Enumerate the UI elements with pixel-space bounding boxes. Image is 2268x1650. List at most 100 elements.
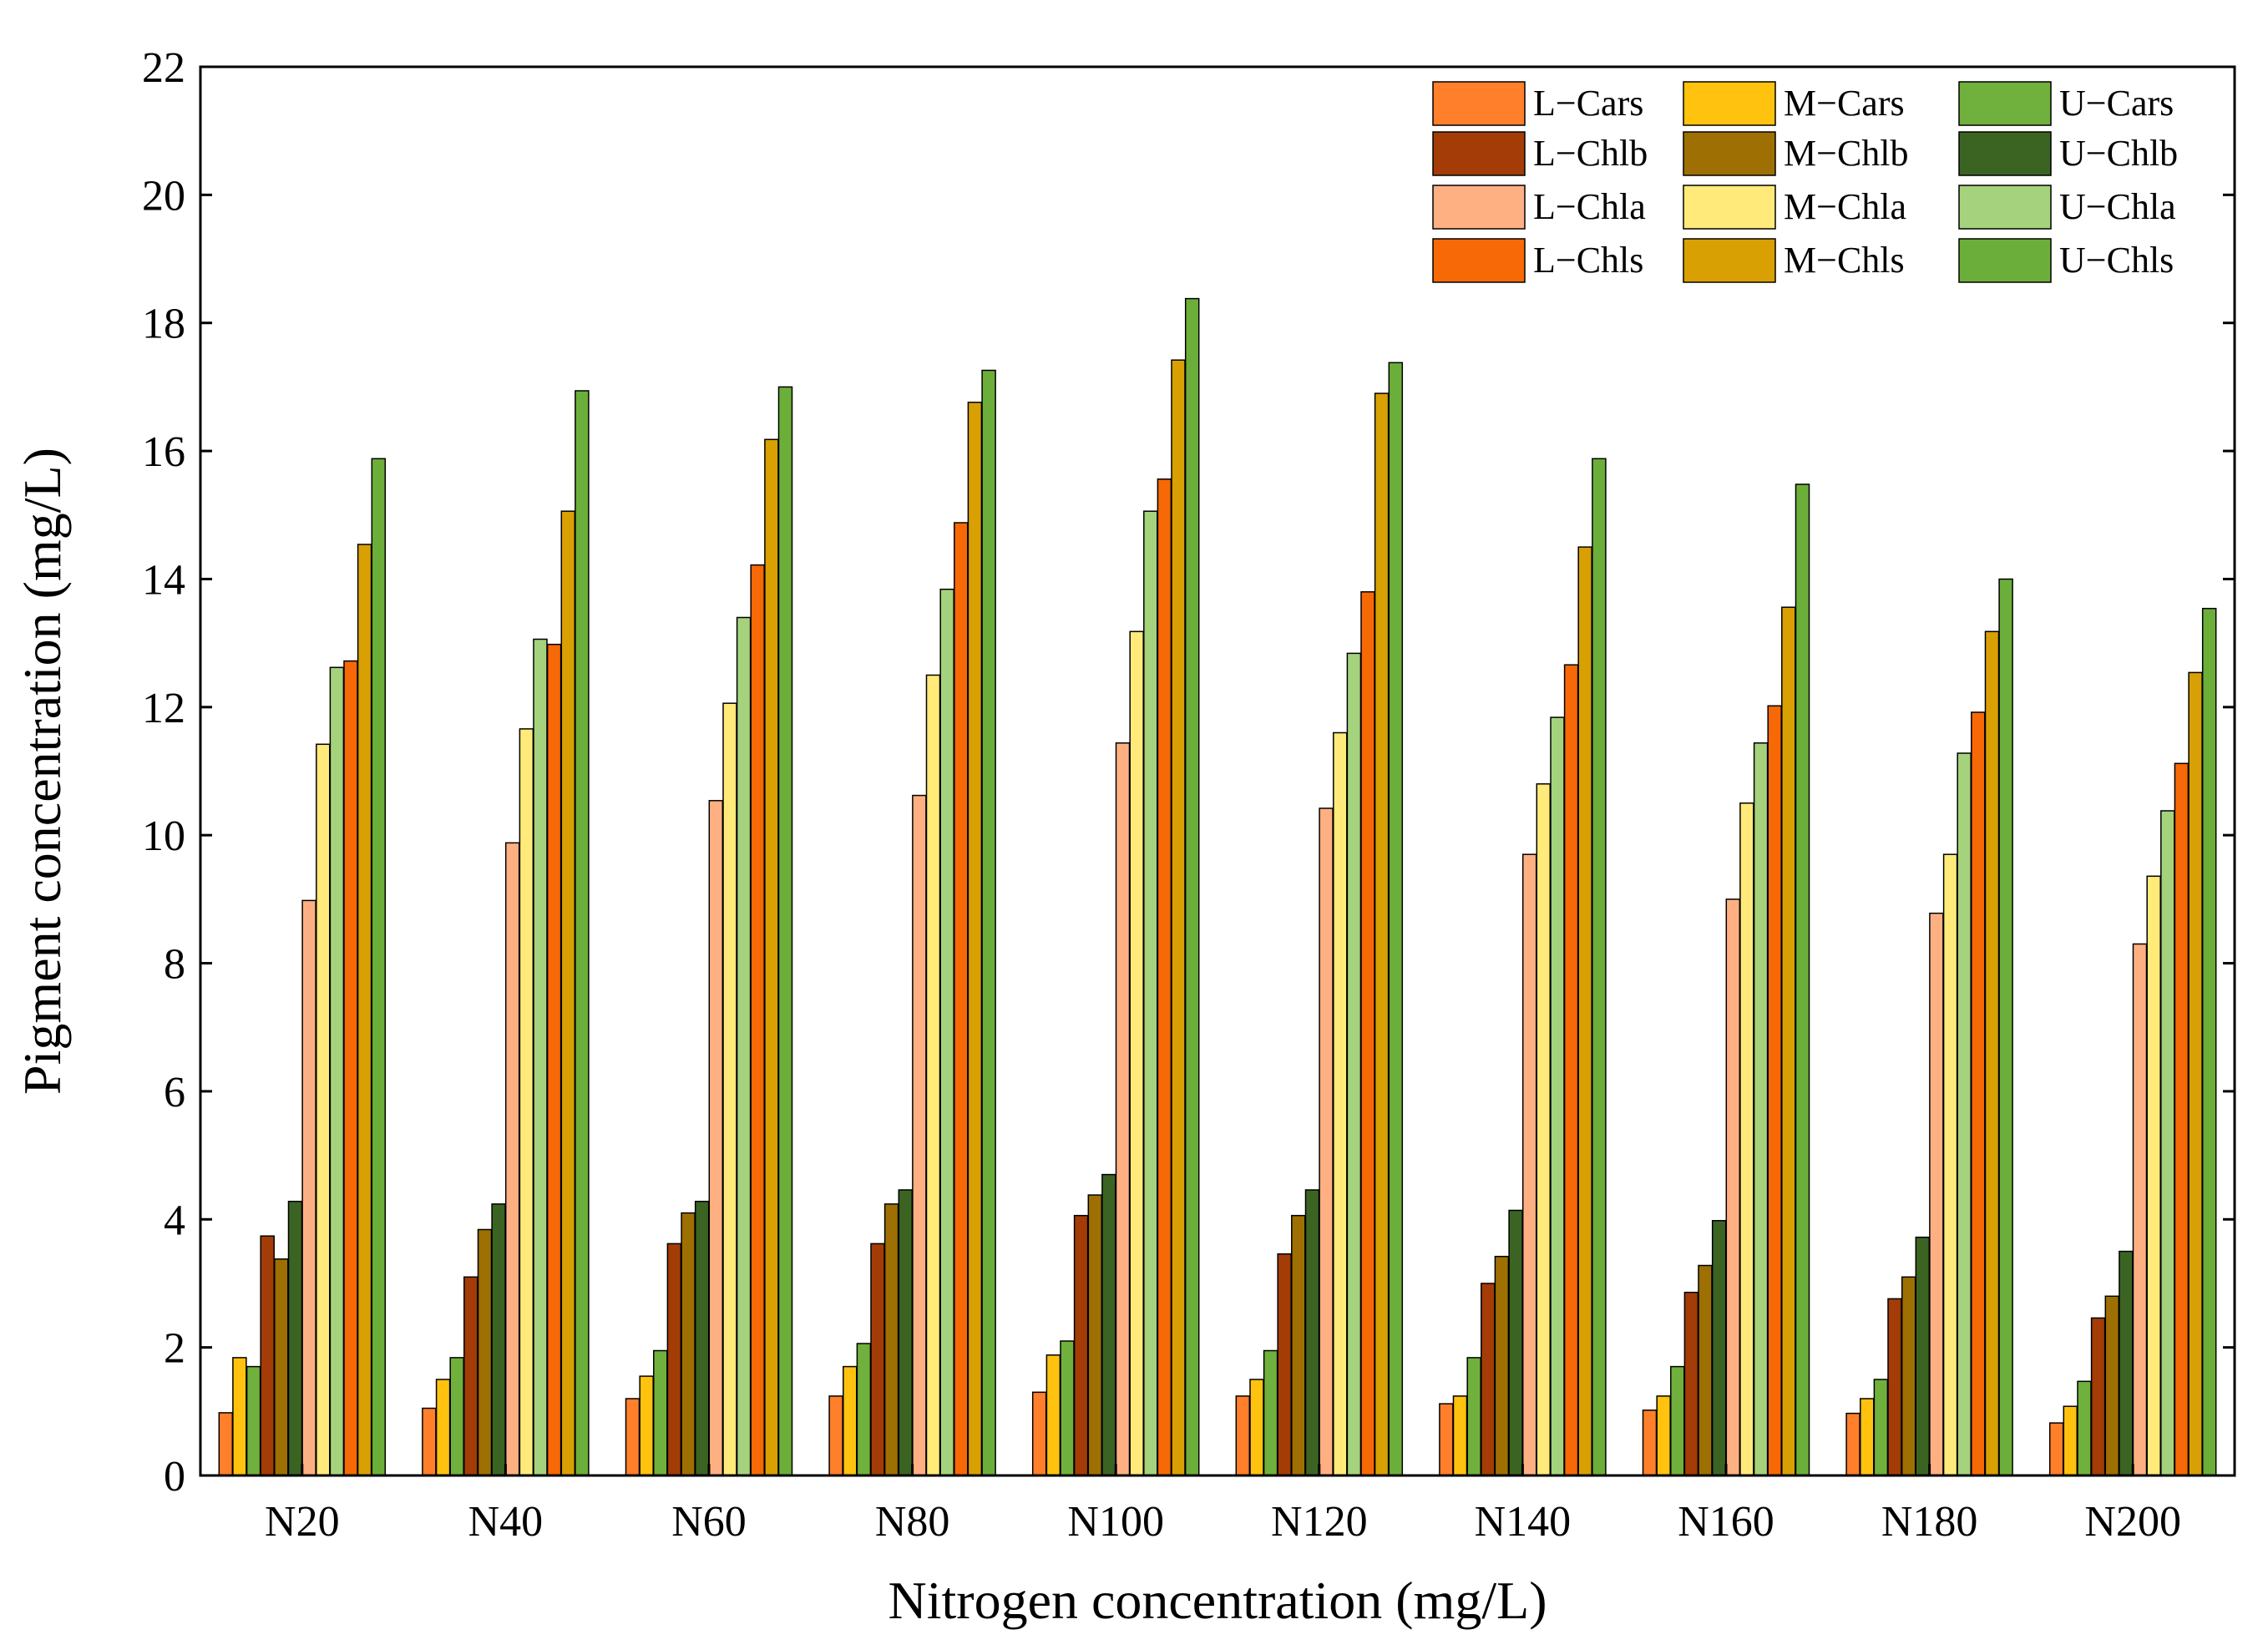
bar-n160-m-chla <box>1739 802 1754 1476</box>
legend-swatch-u-chla <box>1958 185 2052 230</box>
bar-n180-l-chlb <box>1887 1298 1902 1476</box>
bar-n80-l-chla <box>912 794 927 1476</box>
bar-n200-m-chla <box>2146 875 2161 1476</box>
bar-n200-l-chlb <box>2090 1317 2106 1476</box>
bar-n200-u-chls <box>2201 607 2217 1476</box>
x-tick-label: N140 <box>1475 1498 1572 1546</box>
bar-n40-u-chls <box>575 390 590 1476</box>
y-tick-label: 8 <box>164 941 185 989</box>
bar-n80-l-chls <box>954 522 969 1476</box>
y-tick-label: 10 <box>142 812 185 860</box>
bar-n180-l-chls <box>1971 711 1986 1476</box>
plot-frame <box>199 65 2236 1477</box>
bar-n100-l-chla <box>1115 742 1131 1476</box>
y-tick-label: 14 <box>142 556 185 604</box>
bar-n60-u-cars <box>653 1349 668 1476</box>
legend-swatch-m-chla <box>1683 185 1776 230</box>
bar-n120-u-chla <box>1346 652 1362 1476</box>
bar-n40-m-chls <box>560 510 576 1476</box>
x-tick-label: N100 <box>1067 1498 1164 1546</box>
legend-swatch-m-cars <box>1683 81 1776 126</box>
bar-n140-m-chla <box>1536 783 1552 1476</box>
legend-swatch-m-chlb <box>1683 131 1776 176</box>
x-tick-label: N40 <box>468 1498 544 1546</box>
bar-n100-u-cars <box>1060 1340 1075 1476</box>
bar-n160-l-chla <box>1725 898 1741 1476</box>
bar-n20-m-chlb <box>274 1258 289 1476</box>
bar-n80-m-cars <box>843 1365 858 1476</box>
legend-label-u-chlb: U−Chlb <box>2059 133 2178 174</box>
bar-n20-u-chlb <box>287 1201 303 1476</box>
bar-n180-u-cars <box>1873 1379 1889 1476</box>
bar-n60-m-chla <box>722 702 737 1476</box>
x-tick-label: N20 <box>265 1498 340 1546</box>
x-axis-title: Nitrogen concentration (mg/L) <box>888 1571 1547 1630</box>
bar-n100-u-chlb <box>1101 1173 1116 1476</box>
bar-n160-u-chla <box>1753 742 1769 1476</box>
bar-n40-u-chlb <box>491 1203 506 1476</box>
bar-n180-m-cars <box>1860 1398 1875 1476</box>
bar-n140-u-chlb <box>1508 1209 1523 1476</box>
bar-n180-l-cars <box>1845 1412 1860 1476</box>
legend-swatch-l-chls <box>1432 238 1526 283</box>
bar-n80-l-cars <box>828 1395 843 1476</box>
bar-n40-l-chls <box>546 643 562 1476</box>
bar-n120-l-chla <box>1319 807 1334 1476</box>
bar-n20-l-chlb <box>260 1235 275 1476</box>
bar-n160-l-chlb <box>1683 1291 1699 1476</box>
bar-n140-l-chlb <box>1481 1283 1496 1476</box>
x-tick-label: N200 <box>2084 1498 2181 1546</box>
bar-n60-l-cars <box>625 1398 640 1476</box>
bar-n140-l-chls <box>1563 664 1579 1476</box>
bar-n140-u-chla <box>1550 716 1565 1476</box>
bar-n100-m-chla <box>1129 630 1144 1476</box>
bar-n140-m-chlb <box>1494 1255 1510 1476</box>
legend-swatch-u-chls <box>1958 238 2052 283</box>
bar-n160-u-chlb <box>1711 1220 1727 1476</box>
legend-label-m-chlb: M−Chlb <box>1784 133 1909 174</box>
bar-n100-m-chls <box>1171 359 1186 1476</box>
bar-n180-l-chla <box>1929 912 1944 1476</box>
bar-n60-l-chla <box>708 800 724 1476</box>
bar-n80-m-chla <box>925 674 941 1476</box>
bar-n200-u-cars <box>2077 1380 2092 1476</box>
x-tick-label: N80 <box>875 1498 950 1546</box>
bar-n80-u-cars <box>856 1343 872 1476</box>
bar-n140-m-cars <box>1452 1395 1468 1476</box>
bar-n200-l-chla <box>2132 943 2148 1476</box>
bar-n200-m-chls <box>2188 671 2203 1476</box>
bar-n80-m-chlb <box>883 1203 899 1476</box>
bar-n120-u-chlb <box>1304 1189 1320 1476</box>
bar-n60-u-chls <box>777 386 793 1476</box>
legend-swatch-l-chlb <box>1432 131 1526 176</box>
legend-swatch-u-chlb <box>1958 131 2052 176</box>
bar-n120-m-cars <box>1249 1379 1264 1476</box>
bar-n160-l-cars <box>1642 1410 1658 1476</box>
bar-n100-m-chlb <box>1087 1194 1103 1476</box>
legend-swatch-u-cars <box>1958 81 2052 126</box>
bar-n60-m-chls <box>764 438 779 1476</box>
bar-n120-u-cars <box>1263 1349 1278 1476</box>
legend-swatch-l-cars <box>1432 81 1526 126</box>
bar-n20-l-chls <box>343 660 358 1476</box>
bar-n80-m-chls <box>967 402 983 1476</box>
y-tick-label: 12 <box>142 685 185 732</box>
bar-n80-l-chlb <box>870 1243 885 1476</box>
bar-n60-l-chlb <box>666 1243 682 1476</box>
bar-n180-u-chls <box>1998 578 2013 1476</box>
bar-n80-u-chlb <box>898 1189 914 1476</box>
bar-n120-m-chla <box>1333 731 1348 1476</box>
y-tick-label: 6 <box>164 1069 185 1116</box>
bar-n60-u-chlb <box>694 1201 710 1476</box>
bar-n20-u-chla <box>329 666 345 1476</box>
bar-n120-l-cars <box>1235 1395 1251 1476</box>
y-tick-label: 16 <box>142 428 185 476</box>
bar-n200-l-cars <box>2048 1422 2064 1476</box>
bar-n60-m-chlb <box>681 1212 696 1476</box>
bar-n100-l-cars <box>1031 1391 1047 1476</box>
bars-layer <box>218 297 2217 1476</box>
bar-n160-m-chlb <box>1698 1264 1713 1476</box>
bar-n200-m-chlb <box>2104 1295 2120 1476</box>
